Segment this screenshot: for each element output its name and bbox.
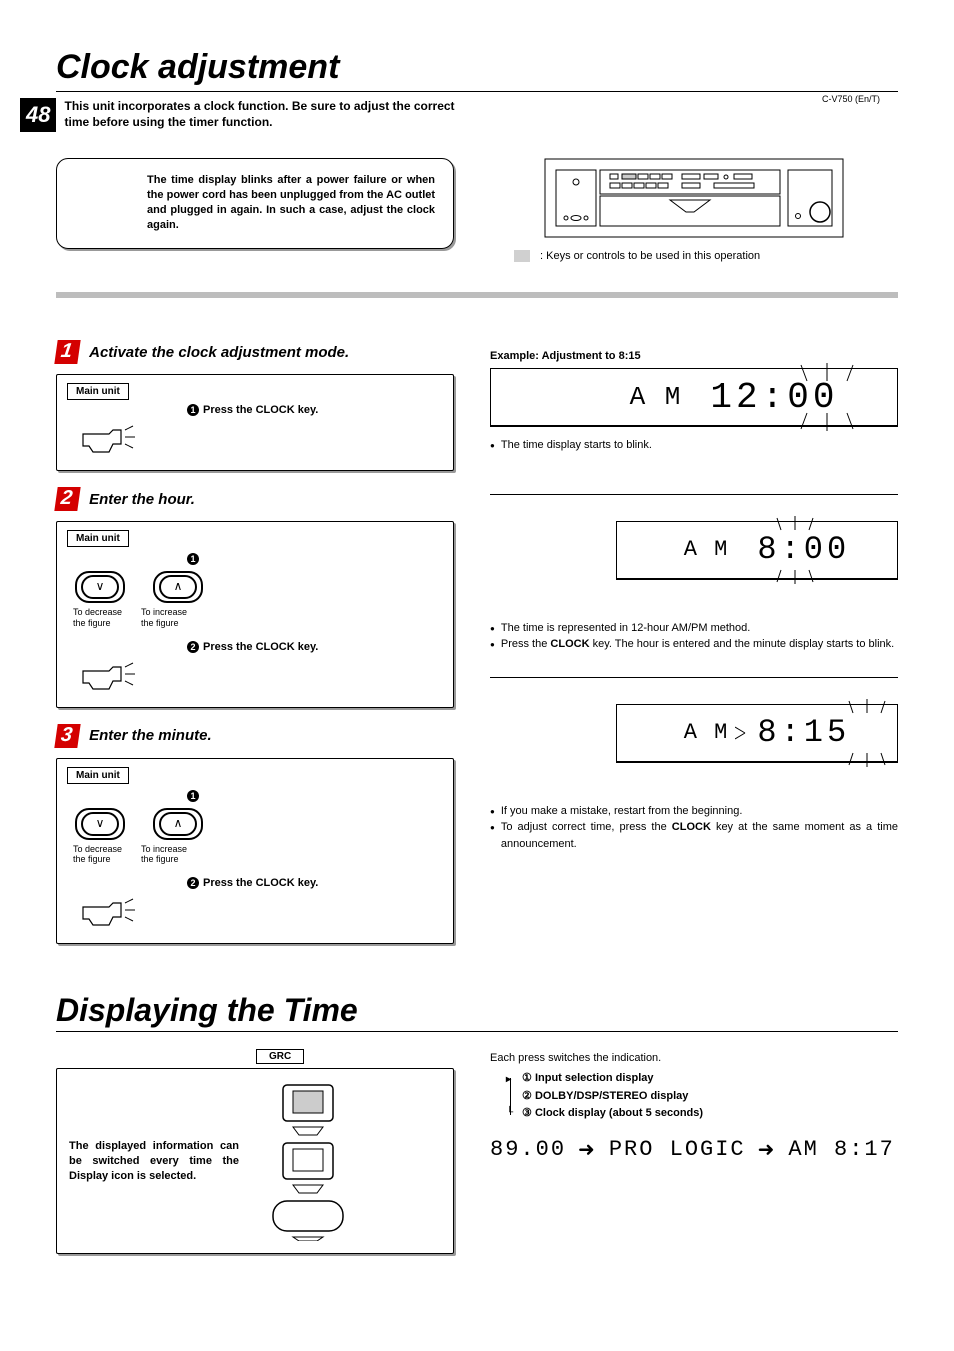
press-clock-3: Press the CLOCK key. — [203, 877, 318, 889]
substep-1: 1 — [187, 553, 199, 565]
step-number-2: 2 — [54, 487, 80, 511]
display3-bullet-2: To adjust correct time, press the CLOCK … — [490, 819, 898, 852]
main-unit-label: Main unit — [67, 530, 129, 547]
hand-pointer-icon — [81, 895, 137, 929]
time-value: 8:15 — [757, 714, 850, 751]
substep-1: 1 — [187, 790, 199, 802]
stereo-unit-illustration — [544, 158, 844, 238]
thin-divider — [490, 677, 898, 678]
blink-lines-icon — [797, 411, 857, 431]
display1-bullet: The time display starts to blink. — [490, 437, 898, 454]
thin-divider — [490, 494, 898, 495]
am-label: A M — [630, 382, 683, 412]
remote-illustration — [263, 1081, 353, 1241]
press-clock-1: Press the CLOCK key. — [203, 404, 318, 416]
display-example-1: A M 12:00 — [490, 368, 898, 427]
intro-text: This unit incorporates a clock function.… — [64, 98, 464, 130]
display-sequence: 89.00 ➜ PRO LOGIC ➜ AM 8:17 — [490, 1137, 898, 1162]
substep-2: 2 — [187, 877, 199, 889]
switch-item-3: ③ Clock display (about 5 seconds) — [522, 1105, 898, 1123]
seq-clock: AM 8:17 — [788, 1137, 894, 1162]
legend-text: : Keys or controls to be used in this op… — [540, 250, 760, 262]
hand-pointer-icon — [81, 422, 137, 456]
decrease-button[interactable] — [81, 812, 119, 836]
display3-bullet-1: If you make a mistake, restart from the … — [490, 803, 898, 820]
example-title: Example: Adjustment to 8:15 — [490, 350, 898, 362]
increase-label: To increase the figure — [141, 844, 197, 866]
am-label: A M — [684, 720, 730, 745]
step-title-3: Enter the minute. — [89, 727, 212, 744]
note-box: The time display blinks after a power fa… — [56, 158, 454, 249]
section-divider — [56, 292, 898, 298]
switch-item-2: ② DOLBY/DSP/STEREO display — [522, 1088, 898, 1106]
main-unit-label: Main unit — [67, 767, 129, 784]
seq-mode: PRO LOGIC — [609, 1137, 746, 1162]
increase-button[interactable] — [159, 812, 197, 836]
substep-1: 1 — [187, 404, 199, 416]
blink-lines-icon — [735, 723, 759, 743]
increase-button[interactable] — [159, 575, 197, 599]
decrease-label: To decrease the figure — [73, 844, 129, 866]
arrow-corner-icon: └ — [506, 1105, 513, 1121]
step-title-2: Enter the hour. — [89, 491, 195, 508]
substep-2: 2 — [187, 641, 199, 653]
am-label: A M — [684, 537, 730, 562]
step-title-1: Activate the clock adjustment mode. — [89, 344, 349, 361]
switch-item-1: ① Input selection display — [522, 1070, 898, 1088]
increase-label: To increase the figure — [141, 607, 197, 629]
model-tag: C-V750 (En/T) — [822, 94, 880, 104]
step-number-3: 3 — [54, 724, 80, 748]
page-title: Clock adjustment — [56, 48, 898, 92]
press-clock-2: Press the CLOCK key. — [203, 641, 318, 653]
hand-pointer-icon — [81, 659, 137, 693]
step-number-1: 1 — [54, 340, 80, 364]
blink-lines-icon — [797, 363, 857, 383]
display2-bullet-2: Press the CLOCK key. The hour is entered… — [490, 636, 898, 653]
time-value: 8:00 — [757, 531, 850, 568]
blink-lines-icon — [775, 568, 815, 584]
decrease-label: To decrease the figure — [73, 607, 129, 629]
display-panel: The displayed information can be switche… — [56, 1068, 454, 1254]
arrow-icon: ➜ — [578, 1137, 597, 1162]
display-example-2: A M 8:00 — [616, 521, 898, 580]
each-press-text: Each press switches the indication. — [490, 1052, 898, 1064]
main-unit-label: Main unit — [67, 383, 129, 400]
grc-label: GRC — [256, 1049, 304, 1064]
decrease-button[interactable] — [81, 575, 119, 599]
display-info-text: The displayed information can be switche… — [69, 1139, 239, 1184]
blink-lines-icon — [847, 699, 887, 715]
blink-lines-icon — [847, 751, 887, 767]
arrow-tip-icon: ▸ — [506, 1072, 511, 1088]
blink-lines-icon — [775, 516, 815, 532]
step-1-panel: Main unit 1 Press the CLOCK key. — [56, 374, 454, 471]
legend-swatch — [514, 250, 530, 262]
display-example-3: A M 8:15 — [616, 704, 898, 763]
page-number: 48 — [20, 98, 56, 132]
display2-bullet-1: The time is represented in 12-hour AM/PM… — [490, 620, 898, 637]
seq-freq: 89.00 — [490, 1137, 566, 1162]
arrow-icon: ➜ — [758, 1137, 777, 1162]
section-title-2: Displaying the Time — [56, 992, 898, 1032]
step-2-panel: Main unit 1 To decrease the figure To in… — [56, 521, 454, 708]
step-3-panel: Main unit 1 To decrease the figure To in… — [56, 758, 454, 945]
